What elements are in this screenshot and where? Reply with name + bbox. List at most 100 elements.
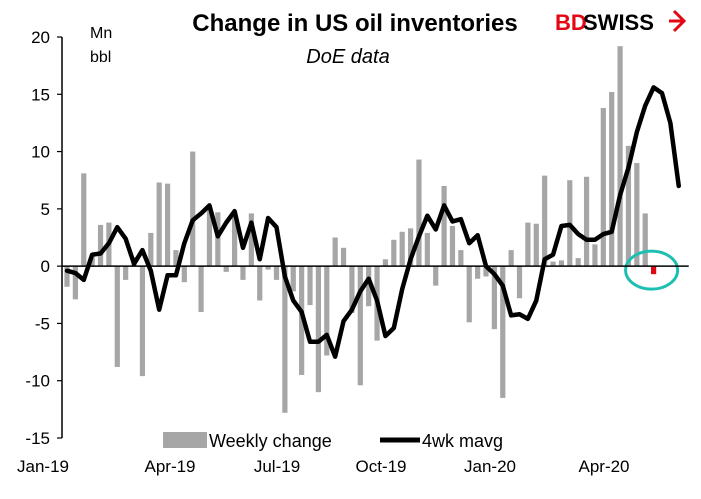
bar [173,250,179,267]
legend-swatch-weekly-change [163,432,207,448]
bar [642,213,648,267]
bar [500,266,506,398]
line-group [64,85,681,359]
bar [617,46,623,267]
bar [357,266,363,386]
line-4wk-mavg [64,85,681,359]
bar [81,173,87,267]
bar [64,266,70,287]
legend: Weekly change 4wk mavg [163,431,503,451]
bars-group [64,46,680,413]
bar [449,226,456,267]
bar [72,266,78,300]
bar [592,244,598,267]
bar [164,183,171,267]
bar [625,145,632,267]
bar-latest-highlight [651,266,657,275]
y-tick-label: 5 [41,200,50,219]
y-tick-label: 20 [31,28,50,47]
bar [382,259,389,267]
bar [324,266,330,356]
bar [542,175,548,267]
bar [600,108,606,267]
bar [366,266,372,307]
chart-title: Change in US oil inventories [192,10,517,37]
bar [391,239,397,267]
brand-part1: BD [555,10,587,35]
bar [416,159,422,267]
bar [407,228,414,267]
bar [466,266,472,323]
bar [332,237,338,267]
unit-label-line2: bbl [90,49,111,66]
bar [399,231,405,267]
highlight-circle [624,249,680,291]
chart-subtitle: DoE data [306,46,389,68]
bar [315,266,321,393]
bar [181,266,187,283]
bar [248,213,254,267]
bar [139,266,146,377]
bar [458,250,464,267]
x-tick-label: Jul-19 [254,457,300,476]
bar [299,266,305,375]
bar [148,232,154,267]
bar [190,151,196,267]
brand-part2: SWISS [583,10,654,35]
bar [533,223,539,267]
bar [340,247,347,267]
y-tick-label: 15 [31,85,50,104]
bar [491,266,497,330]
bar [550,261,556,267]
bar [508,250,514,267]
bar [265,266,271,270]
bar [516,266,523,299]
bar [525,222,531,267]
y-tick-label: 10 [31,143,50,162]
bar [97,224,104,267]
bar [206,206,213,267]
unit-label-line1: Mn [90,25,112,42]
bar [575,258,581,267]
bar [558,260,565,267]
bar [114,266,120,367]
bar [433,266,439,286]
y-tick-label: -5 [35,314,50,333]
bar [257,266,263,301]
y-tick-label: -10 [25,372,50,391]
bar [198,266,204,312]
bar [273,266,280,280]
bar [583,176,590,267]
bar [223,266,229,272]
bar [475,266,481,279]
bar [483,266,489,277]
bar [282,266,288,413]
x-tick-label: Jan-19 [17,457,69,476]
x-tick-label: Apr-19 [144,457,195,476]
y-tick-label: -15 [25,429,50,448]
legend-label-weekly-change: Weekly change [209,431,332,451]
bar [156,182,162,267]
x-tick-label: Apr-20 [578,457,629,476]
bar [215,212,221,267]
x-tick-label: Oct-19 [355,457,406,476]
bar [441,185,447,267]
bar [232,214,238,267]
bar [609,91,615,267]
bar [424,232,430,267]
bar [349,266,355,314]
brand-arrow-icon [669,9,687,33]
y-tick-label: 0 [41,257,50,276]
bar [307,266,313,306]
labels-group: 20 15 10 5 0 -5 -10 -15 Jan-19 Apr-19 Jul-19 Oct-19… [17,28,630,476]
bar [634,163,640,267]
axes-group [57,36,689,439]
brand-logo: BD SWISS [555,9,687,35]
legend-label-4wk-mavg: 4wk mavg [422,431,503,451]
bar [123,266,129,280]
bar [240,266,246,280]
x-tick-label: Jan-20 [464,457,516,476]
bar [290,266,296,292]
